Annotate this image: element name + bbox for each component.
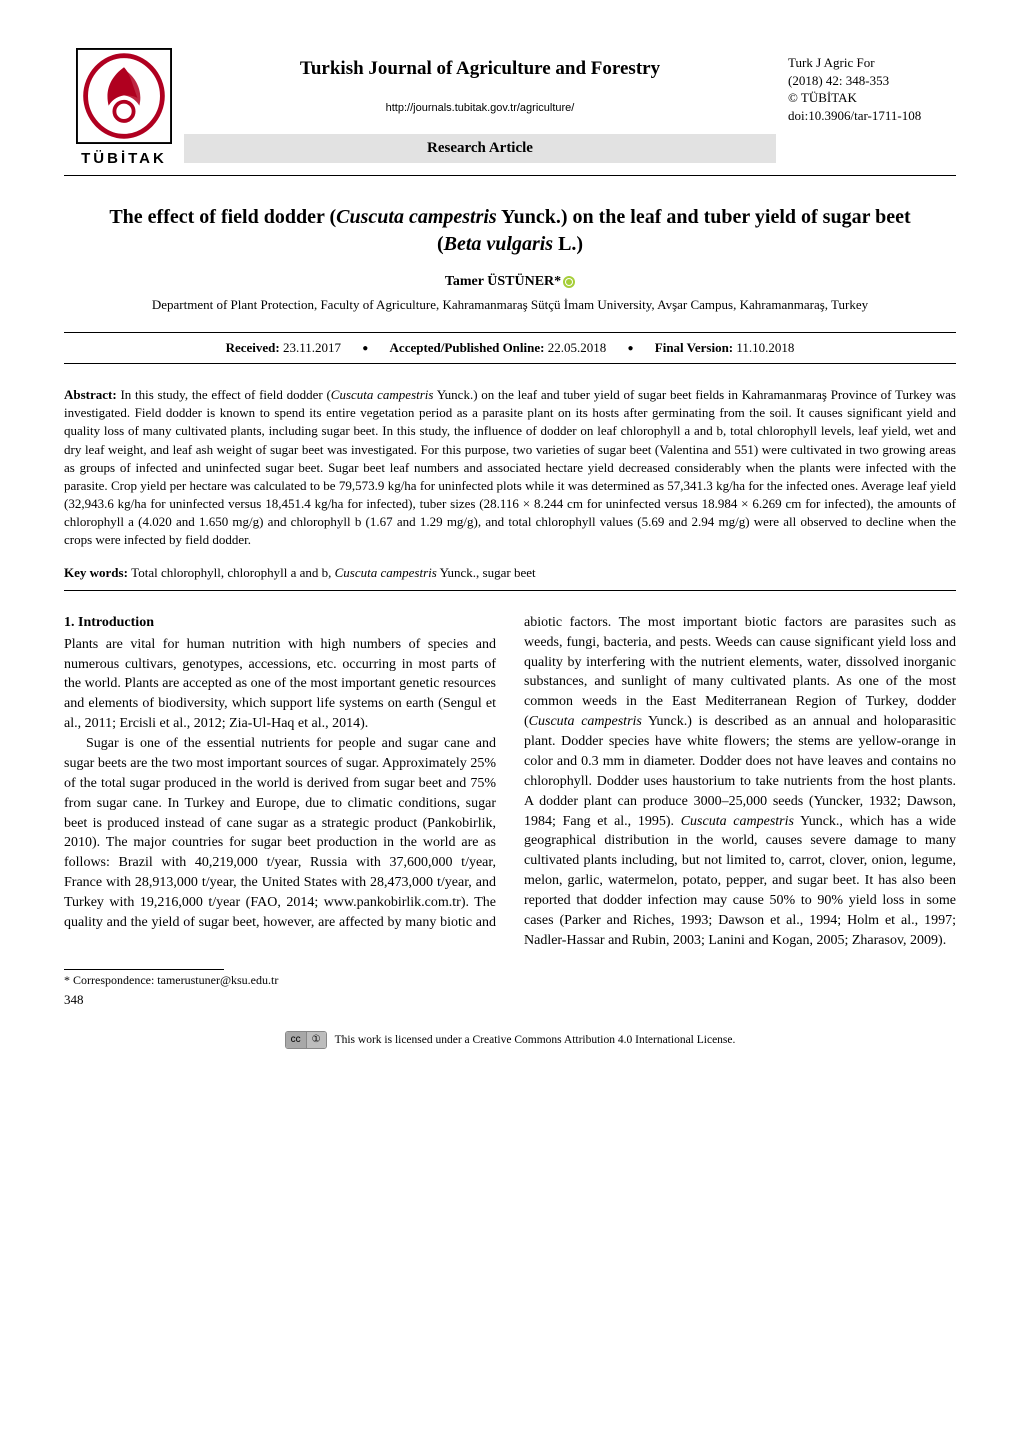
tubitak-logo-icon: [76, 48, 172, 144]
keywords-rule: [64, 590, 956, 591]
correspondence-footnote: * Correspondence: tamerustuner@ksu.edu.t…: [64, 972, 956, 989]
article-title: The effect of field dodder (Cuscuta camp…: [104, 204, 916, 258]
body-paragraph: Plants are vital for human nutrition wit…: [64, 635, 496, 734]
keywords: Key words: Total chlorophyll, chlorophyl…: [64, 564, 956, 582]
license-bar: cc ① This work is licensed under a Creat…: [64, 1031, 956, 1049]
meta-issue: (2018) 42: 348-353: [788, 72, 956, 90]
journal-meta: Turk J Agric For (2018) 42: 348-353 © TÜ…: [776, 48, 956, 169]
orcid-icon[interactable]: [563, 276, 575, 288]
body-species: Cuscuta campestris: [681, 814, 794, 829]
keywords-label: Key words:: [64, 565, 131, 580]
bullet-icon: ●: [362, 342, 368, 356]
publisher-logo: TÜBİTAK: [64, 48, 184, 169]
final-label: Final Version:: [655, 340, 733, 355]
keywords-text: Yunck., sugar beet: [437, 565, 536, 580]
meta-journal-abbrev: Turk J Agric For: [788, 54, 956, 72]
keywords-text: Total chlorophyll, chlorophyll a and b,: [131, 565, 334, 580]
journal-title-box: Turkish Journal of Agriculture and Fores…: [184, 48, 776, 169]
final-value: 11.10.2018: [733, 340, 794, 355]
cc-badge-left: cc: [286, 1032, 307, 1048]
author-name: Tamer ÜSTÜNER*: [445, 274, 561, 289]
title-segment: The effect of field dodder (: [109, 206, 336, 228]
meta-publisher: © TÜBİTAK: [788, 89, 956, 107]
footnote-rule: [64, 969, 224, 970]
meta-doi: doi:10.3906/tar-1711-108: [788, 107, 956, 125]
body-text: Yunck., which has a wide geographical di…: [524, 814, 956, 948]
body-text: important biotic factors are parasites s…: [524, 615, 956, 729]
author-affiliation: Department of Plant Protection, Faculty …: [64, 296, 956, 314]
journal-url: http://journals.tubitak.gov.tr/agricultu…: [386, 101, 575, 116]
dates-bar: Received: 23.11.2017 ● Accepted/Publishe…: [64, 332, 956, 364]
cc-badge-right: ①: [307, 1032, 326, 1048]
abstract-label: Abstract:: [64, 387, 120, 402]
accepted-label: Accepted/Published Online:: [390, 340, 545, 355]
abstract-species: Cuscuta campestris: [331, 387, 434, 402]
license-text: This work is licensed under a Creative C…: [335, 1032, 736, 1048]
abstract-text: In this study, the effect of field dodde…: [120, 387, 330, 402]
body-species: Cuscuta campestris: [529, 714, 642, 729]
cc-badge-icon: cc ①: [285, 1031, 327, 1049]
bullet-icon: ●: [627, 342, 633, 356]
body-columns: 1. Introduction Plants are vital for hum…: [64, 613, 956, 951]
received-label: Received:: [226, 340, 280, 355]
title-species-1: Cuscuta campestris: [336, 206, 497, 228]
body-text: Yunck.) is described as an annual and ho…: [524, 714, 956, 828]
keywords-species: Cuscuta campestris: [335, 565, 437, 580]
page-number: 348: [64, 991, 956, 1009]
author-line: Tamer ÜSTÜNER*: [64, 272, 956, 292]
abstract: Abstract: In this study, the effect of f…: [64, 386, 956, 550]
section-heading: 1. Introduction: [64, 613, 496, 633]
journal-title: Turkish Journal of Agriculture and Fores…: [300, 56, 660, 83]
publisher-name: TÜBİTAK: [81, 148, 167, 169]
title-species-2: Beta vulgaris: [444, 233, 553, 255]
title-segment: L.): [553, 233, 583, 255]
received-value: 23.11.2017: [280, 340, 341, 355]
accepted-value: 22.05.2018: [544, 340, 606, 355]
article-type: Research Article: [184, 134, 776, 163]
abstract-text: Yunck.) on the leaf and tuber yield of s…: [64, 387, 956, 548]
header-band: TÜBİTAK Turkish Journal of Agriculture a…: [64, 48, 956, 176]
